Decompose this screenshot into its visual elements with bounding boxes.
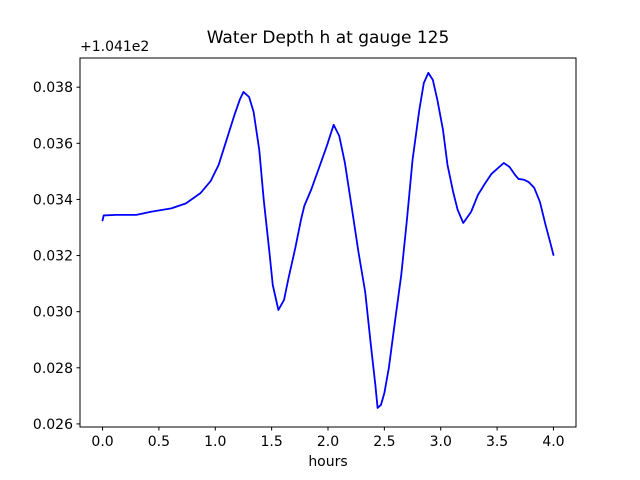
y-tick-label: 0.026 <box>33 417 73 433</box>
x-tick-label: 0.0 <box>91 434 113 450</box>
chart-title: Water Depth h at gauge 125 <box>207 28 450 48</box>
plot-area <box>80 58 576 427</box>
x-axis-ticks: 0.0 0.5 1.0 1.5 2.0 2.5 3.0 3.5 4.0 <box>91 427 565 450</box>
x-tick-label: 3.0 <box>430 434 452 450</box>
y-tick-label: 0.034 <box>33 192 73 208</box>
x-tick-label: 4.0 <box>542 434 564 450</box>
x-tick-label: 1.0 <box>204 434 226 450</box>
y-tick-label: 0.028 <box>33 361 73 377</box>
x-tick-label: 1.5 <box>261 434 283 450</box>
data-series <box>101 71 555 409</box>
x-tick-label: 3.5 <box>486 434 508 450</box>
axes-spines <box>79 57 577 428</box>
y-axis-ticks: 0.026 0.028 0.030 0.032 0.034 0.036 0.038 <box>33 80 80 433</box>
y-tick-label: 0.036 <box>33 136 73 152</box>
y-tick-label: 0.032 <box>33 249 73 265</box>
y-tick-label: 0.038 <box>33 80 73 96</box>
y-axis-offset-label: +1.041e2 <box>80 39 149 55</box>
x-axis-label: hours <box>308 454 347 470</box>
x-tick-label: 0.5 <box>148 434 170 450</box>
y-tick-label: 0.030 <box>33 305 73 321</box>
x-tick-label: 2.5 <box>373 434 395 450</box>
data-line <box>101 71 555 409</box>
x-tick-label: 2.0 <box>317 434 339 450</box>
